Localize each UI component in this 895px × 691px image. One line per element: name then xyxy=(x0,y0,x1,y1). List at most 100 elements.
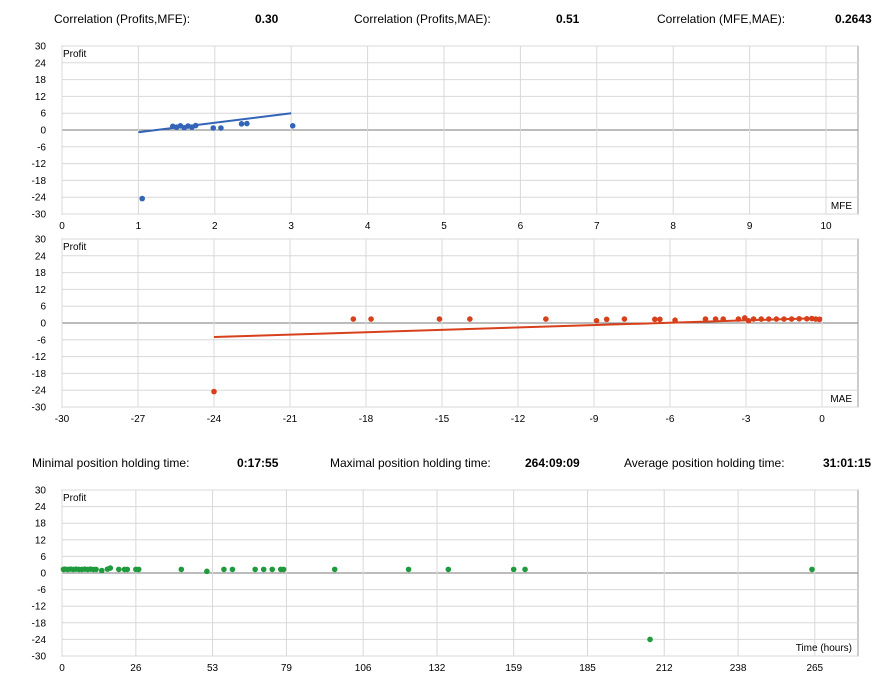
corr-mfe-mae-value: 0.2643 xyxy=(835,12,872,26)
time-data-point xyxy=(331,566,338,573)
mfe-y-tick-label: 6 xyxy=(40,109,46,120)
time-data-point xyxy=(221,566,227,573)
mae-data-point xyxy=(350,316,357,322)
min-holding-time-label: Minimal position holding time: xyxy=(32,456,190,470)
time-y-tick-label: 6 xyxy=(40,552,46,563)
avg-holding-time-value: 31:01:15 xyxy=(823,456,872,470)
mae-y-tick-label: -24 xyxy=(32,386,47,397)
min-holding-time-value: 0:17:55 xyxy=(237,456,279,470)
time-x-tick-label: 212 xyxy=(656,663,673,674)
avg-holding-time-label: Average position holding time: xyxy=(624,456,785,470)
mae-data-point xyxy=(735,316,742,322)
mfe-x-tick-label: 4 xyxy=(365,221,371,232)
time-y-tick-label: -18 xyxy=(32,618,47,629)
mae-data-point xyxy=(788,316,795,322)
time-y-tick-label: -24 xyxy=(32,635,47,646)
mae-data-point xyxy=(781,316,787,322)
time-x-tick-label: 185 xyxy=(579,663,596,674)
time-data-point xyxy=(93,566,99,573)
mae-data-point xyxy=(750,316,757,322)
mae-y-tick-label: 24 xyxy=(35,251,47,262)
time-data-point xyxy=(107,565,114,571)
time-x-tick-label: 132 xyxy=(429,663,446,674)
mae-x-tick-label: -6 xyxy=(666,414,675,425)
time-data-point xyxy=(116,566,122,573)
time-y-tick-label: 12 xyxy=(35,535,47,546)
mae-data-point xyxy=(603,316,610,323)
mfe-y-tick-label: 30 xyxy=(35,42,47,53)
mae-y-tick-label: 18 xyxy=(35,268,47,279)
mfe-y-axis-label: Profit xyxy=(63,49,87,60)
mae-x-tick-label: -27 xyxy=(131,414,146,425)
corr-profit-mfe-label: Correlation (Profits,MFE): xyxy=(54,12,191,26)
corr-profit-mae-value: 0.51 xyxy=(556,12,580,26)
time-x-axis-label: Time (hours) xyxy=(796,643,852,654)
mae-data-point xyxy=(652,316,658,323)
time-x-tick-label: 0 xyxy=(59,663,65,674)
mae-x-tick-label: -12 xyxy=(511,414,526,425)
mfe-x-tick-label: 3 xyxy=(288,221,294,232)
mae-y-tick-label: -12 xyxy=(32,352,47,363)
time-y-tick-label: 24 xyxy=(35,502,47,513)
mfe-x-tick-label: 7 xyxy=(594,221,600,232)
mae-data-point xyxy=(211,388,217,395)
mae-data-point xyxy=(766,316,772,322)
mae-y-tick-label: 12 xyxy=(35,285,47,296)
mae-data-point xyxy=(745,317,752,324)
time-data-point xyxy=(809,566,815,573)
time-x-tick-label: 238 xyxy=(730,663,747,674)
mae-data-point xyxy=(804,316,810,322)
mae-y-tick-label: -30 xyxy=(32,403,47,414)
mae-data-point xyxy=(672,317,678,324)
time-data-point xyxy=(269,566,276,573)
mae-x-tick-label: -18 xyxy=(359,414,374,425)
mfe-x-tick-label: 10 xyxy=(820,221,832,232)
mae-data-point xyxy=(773,316,780,322)
mae-trend-line xyxy=(213,316,823,338)
mae-y-tick-label: -6 xyxy=(37,335,46,346)
mfe-x-tick-label: 9 xyxy=(747,221,753,232)
time-y-tick-label: 18 xyxy=(35,519,47,530)
time-y-tick-label: -12 xyxy=(32,602,47,613)
time-data-point xyxy=(405,566,412,573)
mfe-data-point xyxy=(139,195,146,202)
time-data-point xyxy=(229,566,236,573)
mfe-y-tick-label: -6 xyxy=(37,142,46,153)
mfe-y-tick-label: 24 xyxy=(35,58,47,69)
corr-mfe-mae-label: Correlation (MFE,MAE): xyxy=(657,12,786,26)
mae-y-tick-label: 0 xyxy=(40,319,46,330)
mfe-data-point xyxy=(238,121,245,127)
time-data-point xyxy=(280,566,287,573)
time-x-tick-label: 79 xyxy=(281,663,293,674)
mfe-data-point xyxy=(192,122,199,129)
mae-y-tick-label: 6 xyxy=(40,302,46,313)
mfe-y-tick-label: -12 xyxy=(32,159,47,170)
mae-y-axis-label: Profit xyxy=(63,242,87,253)
time-x-tick-label: 26 xyxy=(130,663,142,674)
mae-x-tick-label: -21 xyxy=(283,414,298,425)
mfe-data-point xyxy=(289,123,296,129)
mfe-x-tick-label: 0 xyxy=(59,221,65,232)
mfe-data-point xyxy=(218,125,224,131)
mfe-trend-line xyxy=(138,112,292,134)
mae-x-tick-label: -30 xyxy=(55,414,70,425)
mae-data-point xyxy=(702,316,709,322)
time-y-tick-label: 0 xyxy=(40,569,46,580)
corr-profit-mae-label: Correlation (Profits,MAE): xyxy=(354,12,491,26)
time-data-point xyxy=(178,566,185,573)
mfe-y-tick-label: -24 xyxy=(32,193,47,204)
mfe-x-tick-label: 5 xyxy=(441,221,447,232)
mae-data-point xyxy=(593,317,600,324)
mae-data-point xyxy=(368,316,374,322)
time-x-tick-label: 159 xyxy=(505,663,522,674)
time-data-point xyxy=(522,566,528,573)
mae-x-tick-label: -15 xyxy=(435,414,450,425)
time-data-point xyxy=(252,566,258,573)
mae-x-tick-label: -9 xyxy=(590,414,599,425)
mae-data-point xyxy=(621,316,628,322)
corr-profit-mfe-value: 0.30 xyxy=(255,12,279,26)
mae-data-point xyxy=(816,316,823,323)
